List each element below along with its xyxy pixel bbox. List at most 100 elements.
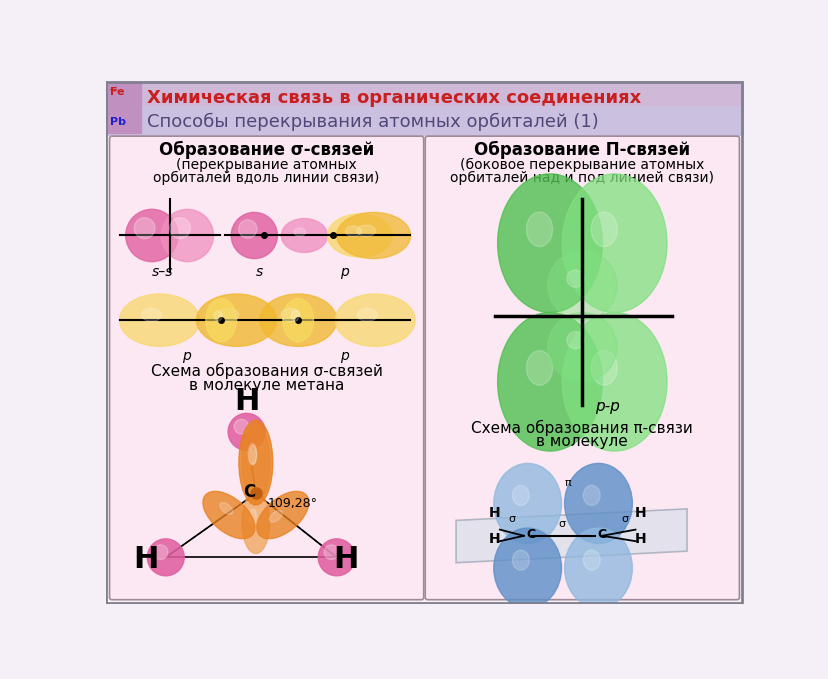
Ellipse shape xyxy=(249,445,256,464)
Ellipse shape xyxy=(259,294,336,346)
Polygon shape xyxy=(455,509,686,563)
Text: Образование Π-связей: Образование Π-связей xyxy=(474,141,690,159)
Ellipse shape xyxy=(147,539,184,576)
Ellipse shape xyxy=(561,312,667,451)
Ellipse shape xyxy=(344,226,361,236)
Ellipse shape xyxy=(294,228,306,236)
Ellipse shape xyxy=(203,492,254,538)
Ellipse shape xyxy=(493,528,561,608)
Text: H: H xyxy=(489,532,500,547)
Text: Fe: Fe xyxy=(109,88,124,97)
Text: p: p xyxy=(182,349,190,363)
Ellipse shape xyxy=(357,308,377,321)
Text: p: p xyxy=(339,349,349,363)
Text: Способы перекрывания атомных орбиталей (1): Способы перекрывания атомных орбиталей (… xyxy=(147,113,599,130)
Ellipse shape xyxy=(512,550,529,570)
Text: H: H xyxy=(233,387,259,416)
Text: C: C xyxy=(243,483,256,501)
Ellipse shape xyxy=(238,420,272,505)
Ellipse shape xyxy=(214,310,222,321)
Ellipse shape xyxy=(335,294,415,346)
Ellipse shape xyxy=(153,545,168,559)
Ellipse shape xyxy=(583,485,599,505)
Ellipse shape xyxy=(547,312,616,382)
Text: H: H xyxy=(489,506,500,519)
Text: σ: σ xyxy=(508,514,515,524)
Ellipse shape xyxy=(318,539,354,576)
Text: σ: σ xyxy=(558,519,565,528)
Text: s: s xyxy=(256,265,263,279)
Text: (перекрывание атомных: (перекрывание атомных xyxy=(176,158,357,172)
Text: орбиталей над и под линией связи): орбиталей над и под линией связи) xyxy=(450,171,714,185)
Ellipse shape xyxy=(257,492,308,538)
Text: C: C xyxy=(526,528,535,541)
Ellipse shape xyxy=(324,545,339,559)
Ellipse shape xyxy=(219,502,233,515)
Text: π: π xyxy=(564,478,570,488)
Text: p-p: p-p xyxy=(594,399,619,414)
Text: Химическая связь в органических соединениях: Химическая связь в органических соединен… xyxy=(147,89,641,107)
Ellipse shape xyxy=(238,220,257,238)
Text: Pb: Pb xyxy=(109,117,125,126)
Ellipse shape xyxy=(126,209,178,261)
Ellipse shape xyxy=(219,308,238,321)
Ellipse shape xyxy=(242,492,269,553)
Ellipse shape xyxy=(142,308,161,321)
Ellipse shape xyxy=(512,485,529,505)
Ellipse shape xyxy=(590,212,617,246)
Ellipse shape xyxy=(269,511,282,522)
Ellipse shape xyxy=(561,174,667,312)
Ellipse shape xyxy=(566,331,584,349)
Ellipse shape xyxy=(205,299,236,342)
FancyBboxPatch shape xyxy=(109,136,423,600)
Text: H: H xyxy=(634,532,646,547)
Text: H: H xyxy=(634,506,646,519)
Ellipse shape xyxy=(336,213,410,259)
Text: орбиталей вдоль линии связи): орбиталей вдоль линии связи) xyxy=(153,171,379,185)
Ellipse shape xyxy=(327,214,392,257)
Text: в молекуле метана: в молекуле метана xyxy=(189,378,344,393)
Bar xyxy=(105,106,744,135)
Ellipse shape xyxy=(233,419,248,434)
Text: H: H xyxy=(333,545,359,574)
Ellipse shape xyxy=(526,212,552,246)
Ellipse shape xyxy=(547,251,616,320)
Ellipse shape xyxy=(119,294,200,346)
Ellipse shape xyxy=(526,350,552,385)
FancyBboxPatch shape xyxy=(425,136,739,600)
Ellipse shape xyxy=(590,350,617,385)
Text: s–s: s–s xyxy=(152,265,173,279)
Text: p: p xyxy=(339,265,349,279)
Ellipse shape xyxy=(564,463,632,543)
Ellipse shape xyxy=(249,509,256,524)
Ellipse shape xyxy=(357,225,375,237)
Ellipse shape xyxy=(497,174,602,312)
Text: C: C xyxy=(596,528,605,541)
Ellipse shape xyxy=(497,312,602,451)
Ellipse shape xyxy=(169,218,190,238)
Ellipse shape xyxy=(493,463,561,543)
Ellipse shape xyxy=(242,424,269,501)
Ellipse shape xyxy=(281,308,300,321)
Text: Схема образования π-связи: Схема образования π-связи xyxy=(471,420,692,436)
Text: Образование σ-связей: Образование σ-связей xyxy=(159,141,373,159)
Ellipse shape xyxy=(228,414,265,450)
Ellipse shape xyxy=(248,443,257,464)
Ellipse shape xyxy=(566,270,584,287)
Ellipse shape xyxy=(281,219,327,253)
Bar xyxy=(107,83,141,133)
Ellipse shape xyxy=(282,299,313,342)
Ellipse shape xyxy=(231,213,277,259)
Text: H: H xyxy=(132,545,158,574)
Ellipse shape xyxy=(196,294,277,346)
Text: в молекуле: в молекуле xyxy=(536,435,628,449)
Bar xyxy=(105,81,744,106)
Ellipse shape xyxy=(564,528,632,608)
Ellipse shape xyxy=(583,550,599,570)
Text: ──: ── xyxy=(109,88,118,93)
Text: σ: σ xyxy=(621,514,628,524)
Ellipse shape xyxy=(134,218,155,238)
Text: Схема образования σ-связей: Схема образования σ-связей xyxy=(151,363,382,380)
Text: (боковое перекрывание атомных: (боковое перекрывание атомных xyxy=(460,158,704,172)
Ellipse shape xyxy=(291,310,299,321)
